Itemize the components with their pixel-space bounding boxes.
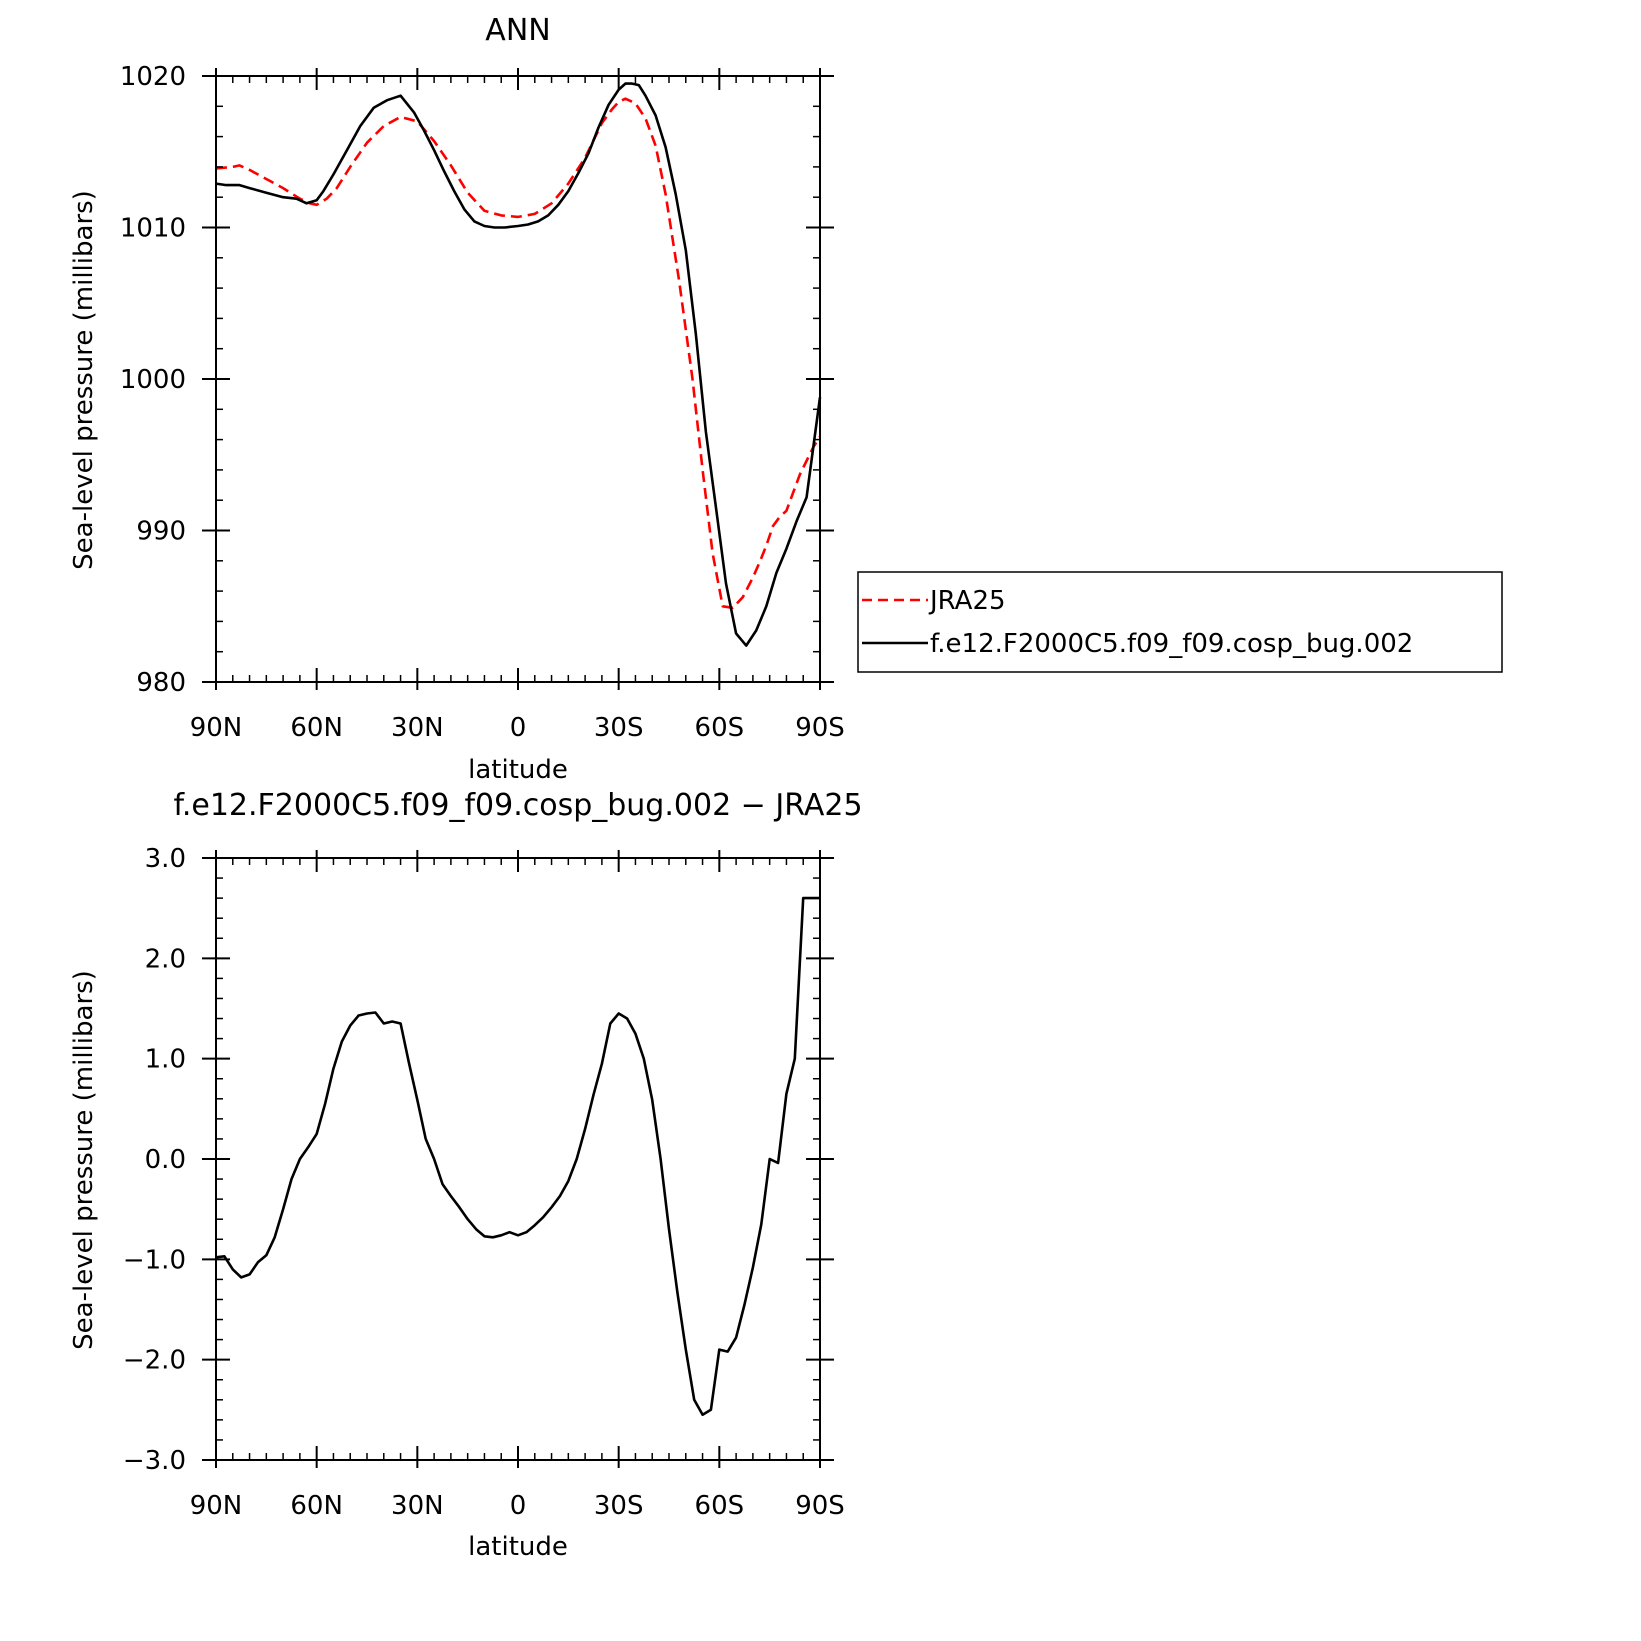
top-x-tick-label: 30S	[594, 713, 644, 743]
top-panel: ANN 90N 60N 30N 0 30S 60S 90S 980 990 1000 1010 10…	[69, 13, 845, 785]
top-y-tick-label: 990	[136, 517, 186, 547]
bot-series-line-0	[215, 896, 820, 1417]
bot-y-tick-label: 1.0	[145, 1045, 186, 1075]
bot-x-tick-label: 60S	[695, 1491, 745, 1521]
bottom-panel: f.e12.F2000C5.f09_f09.cosp_bug.002 − JRA…	[69, 788, 863, 1562]
top-chart-title: ANN	[485, 13, 550, 48]
bot-x-tick-label: 90S	[795, 1491, 845, 1521]
legend-label-model: f.e12.F2000C5.f09_f09.cosp_bug.002	[930, 629, 1413, 659]
top-y-tick-label: 1010	[120, 214, 186, 244]
top-series-line-1	[215, 82, 822, 647]
legend-box	[857, 571, 1503, 673]
bottom-x-axis-label: latitude	[468, 1532, 568, 1562]
bottom-chart-title: f.e12.F2000C5.f09_f09.cosp_bug.002 − JRA…	[173, 788, 862, 823]
bottom-y-axis-label: Sea-level pressure (millibars)	[69, 970, 99, 1350]
top-y-tick-label: 1000	[120, 365, 186, 395]
bot-y-tick-label: −2.0	[123, 1346, 186, 1376]
top-y-axis-label: Sea-level pressure (millibars)	[69, 190, 99, 570]
bot-y-tick-label: 0.0	[145, 1145, 186, 1175]
bottom-plot-frame	[215, 857, 821, 1461]
legend-label-jra25: JRA25	[928, 586, 1006, 616]
bot-x-tick-label: 0	[510, 1491, 527, 1521]
bot-x-tick-label: 60N	[290, 1491, 343, 1521]
top-y-tick-label: 980	[136, 668, 186, 698]
bot-x-tick-label: 30N	[391, 1491, 444, 1521]
top-x-tick-label: 60N	[290, 713, 343, 743]
top-x-tick-label: 90N	[190, 713, 243, 743]
top-x-tick-label: 60S	[695, 713, 745, 743]
bot-x-tick-label: 90N	[190, 1491, 243, 1521]
legend: JRA25 f.e12.F2000C5.f09_f09.cosp_bug.002	[857, 571, 1503, 673]
bot-y-tick-label: 2.0	[145, 944, 186, 974]
top-x-tick-label: 0	[510, 713, 527, 743]
top-series-line-0	[215, 97, 822, 610]
bot-y-tick-label: 3.0	[145, 844, 186, 874]
top-plot-frame	[215, 75, 821, 683]
top-x-tick-label: 90S	[795, 713, 845, 743]
top-y-tick-label: 1020	[120, 62, 186, 92]
top-x-axis-label: latitude	[468, 755, 568, 785]
bot-y-tick-label: −1.0	[123, 1245, 186, 1275]
top-x-tick-label: 30N	[391, 713, 444, 743]
bot-y-tick-label: −3.0	[123, 1446, 186, 1476]
bot-x-tick-label: 30S	[594, 1491, 644, 1521]
